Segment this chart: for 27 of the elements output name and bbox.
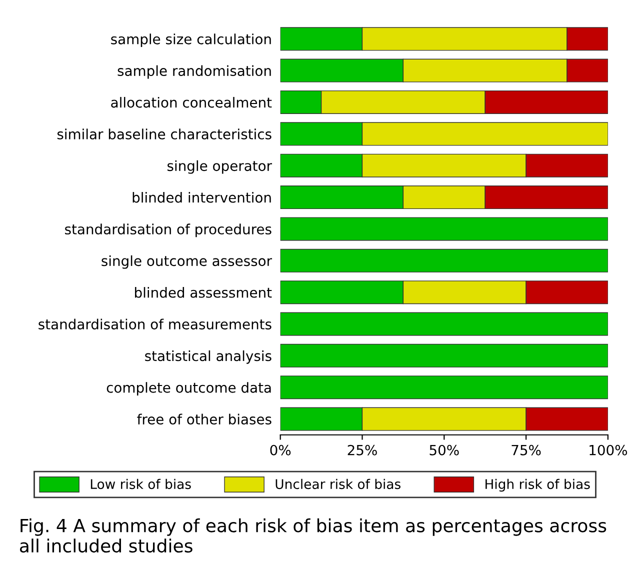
legend-label: High risk of bias <box>486 478 590 492</box>
bar <box>280 312 608 336</box>
x-tick-label: 0% <box>270 444 291 456</box>
x-tick-label: 75% <box>512 444 541 456</box>
bar <box>280 248 608 272</box>
legend-label: Unclear risk of bias <box>276 478 400 490</box>
bar <box>280 344 608 368</box>
y-tick-label: similar baseline characteristics <box>57 128 272 140</box>
y-tick-label: complete outcome data <box>106 382 271 396</box>
y-tick-label: sample randomisation <box>118 65 271 79</box>
bar <box>280 217 608 241</box>
y-tick-label: single outcome assessor <box>102 255 272 269</box>
y-tick-label: blinded assessment <box>135 287 272 298</box>
caption: Fig. 4 A summary of each risk of bias item as percentages across all included studies <box>20 518 606 553</box>
y-tick-label: blinded intervention <box>132 192 271 203</box>
y-tick-label: standardisation of procedures <box>65 224 272 238</box>
x-tick-label: 25% <box>348 444 377 456</box>
bar <box>280 376 608 400</box>
y-tick-label: statistical analysis <box>145 350 272 364</box>
y-tick-label: free of other biases <box>137 414 272 425</box>
x-tick-label: 100% <box>590 444 628 456</box>
x-tick-label: 50% <box>430 444 459 456</box>
y-tick-label: standardisation of measurements <box>38 318 272 330</box>
legend-label: Low risk of bias <box>90 478 191 490</box>
y-tick-label: sample size calculation <box>111 34 271 48</box>
y-tick-label: allocation concealment <box>111 96 272 108</box>
y-tick-label: single operator <box>168 160 272 174</box>
